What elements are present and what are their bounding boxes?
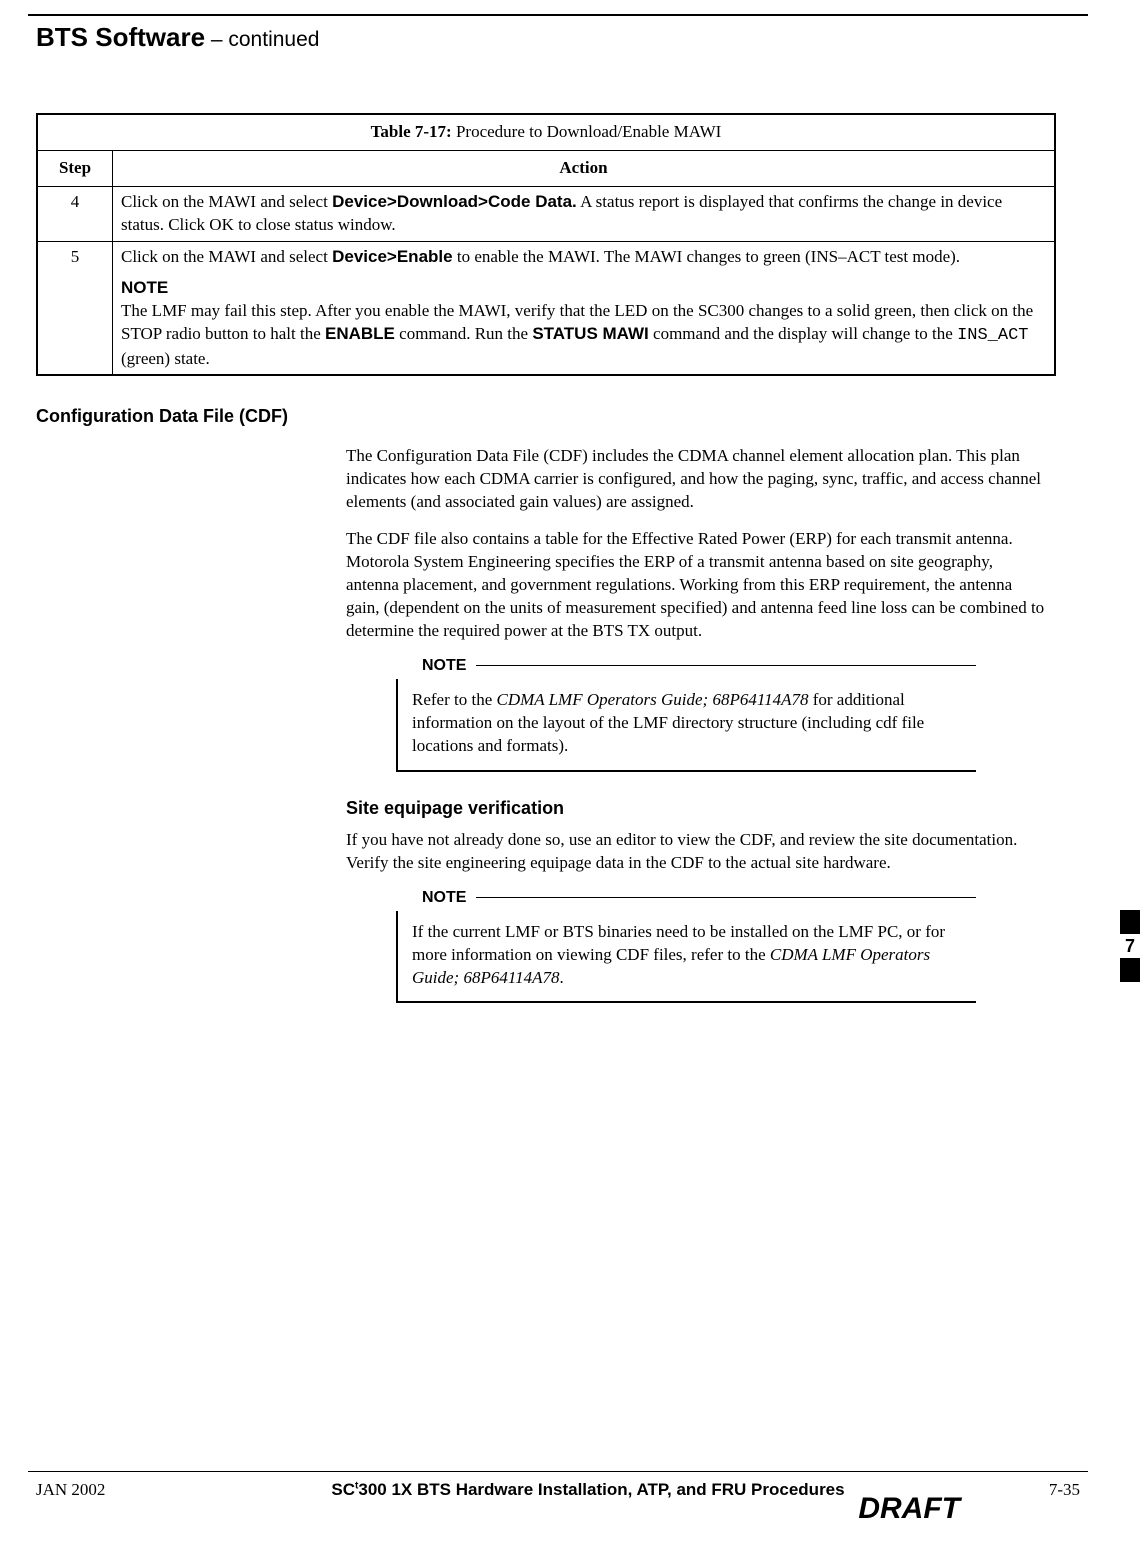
tab-number: 7 — [1120, 934, 1140, 958]
doc-title: CDMA LMF Operators Guide; 68P64114A78 — [497, 690, 809, 709]
menu-path: Device>Download>Code Data. — [332, 192, 577, 211]
note-body: The LMF may fail this step. After you en… — [121, 300, 1046, 371]
tab-block-top — [1120, 910, 1140, 934]
state-code: INS_ACT — [957, 326, 1028, 345]
page: BTS Software – continued Table 7-17: Pro… — [0, 0, 1140, 1510]
text: . — [559, 968, 563, 987]
procedure-table: Table 7-17: Procedure to Download/Enable… — [36, 113, 1056, 376]
paragraph: The Configuration Data File (CDF) includ… — [346, 445, 1046, 514]
tab-block-bottom — [1120, 958, 1140, 982]
table-row: 4 Click on the MAWI and select Device>Do… — [37, 186, 1055, 241]
table-caption: Table 7-17: Procedure to Download/Enable… — [37, 114, 1055, 150]
text: command and the display will change to t… — [649, 324, 957, 343]
command: STATUS MAWI — [532, 324, 648, 343]
footer-page-number: 7-35 — [1000, 1480, 1080, 1500]
chapter-tab: 7 — [1120, 910, 1140, 982]
paragraph: If you have not already done so, use an … — [346, 829, 1046, 875]
text: Click on the MAWI and select — [121, 192, 332, 211]
text: to enable the MAWI. The MAWI changes to … — [453, 247, 960, 266]
text: command. Run the — [395, 324, 532, 343]
header-title: BTS Software — [36, 22, 205, 52]
draft-watermark: DRAFT — [858, 1492, 960, 1526]
text: SC — [331, 1480, 355, 1499]
running-header: BTS Software – continued — [36, 22, 1080, 53]
footer-rule — [28, 1471, 1088, 1472]
table-caption-row: Table 7-17: Procedure to Download/Enable… — [37, 114, 1055, 150]
footer-row: JAN 2002 SCt300 1X BTS Hardware Installa… — [36, 1480, 1080, 1500]
command: ENABLE — [325, 324, 395, 343]
note-label: NOTE — [121, 277, 1046, 300]
page-footer: JAN 2002 SCt300 1X BTS Hardware Installa… — [36, 1471, 1080, 1500]
note-label: NOTE — [396, 889, 476, 907]
note-label: NOTE — [396, 657, 476, 675]
step-action: Click on the MAWI and select Device>Down… — [113, 186, 1056, 241]
col-step: Step — [37, 150, 113, 186]
text: Refer to the — [412, 690, 497, 709]
table-header-row: Step Action — [37, 150, 1055, 186]
note-body: If the current LMF or BTS binaries need … — [396, 911, 976, 1004]
step-action: Click on the MAWI and select Device>Enab… — [113, 241, 1056, 375]
table-caption-text: Procedure to Download/Enable MAWI — [452, 122, 722, 141]
note-body: Refer to the CDMA LMF Operators Guide; 6… — [396, 679, 976, 772]
note-header: NOTE — [396, 657, 976, 675]
table-caption-num: Table 7-17: — [371, 122, 452, 141]
text: Click on the MAWI and select — [121, 247, 332, 266]
paragraph: The CDF file also contains a table for t… — [346, 528, 1046, 643]
col-action: Action — [113, 150, 1056, 186]
step-number: 5 — [37, 241, 113, 375]
section-heading-cdf: Configuration Data File (CDF) — [36, 406, 1080, 427]
note-box: NOTE If the current LMF or BTS binaries … — [396, 889, 976, 1004]
note-rule — [476, 897, 976, 898]
note-header: NOTE — [396, 889, 976, 907]
header-continued: – continued — [205, 28, 319, 51]
note-rule — [476, 665, 976, 666]
table-row: 5 Click on the MAWI and select Device>En… — [37, 241, 1055, 375]
subheading-site-equipage: Site equipage verification — [346, 798, 1046, 819]
text: (green) state. — [121, 349, 210, 368]
note-box: NOTE Refer to the CDMA LMF Operators Gui… — [396, 657, 976, 772]
step-number: 4 — [37, 186, 113, 241]
text: 300 1X BTS Hardware Installation, ATP, a… — [358, 1480, 844, 1499]
menu-path: Device>Enable — [332, 247, 453, 266]
footer-date: JAN 2002 — [36, 1480, 176, 1500]
top-rule — [28, 14, 1088, 16]
body-column: The Configuration Data File (CDF) includ… — [346, 445, 1046, 1003]
